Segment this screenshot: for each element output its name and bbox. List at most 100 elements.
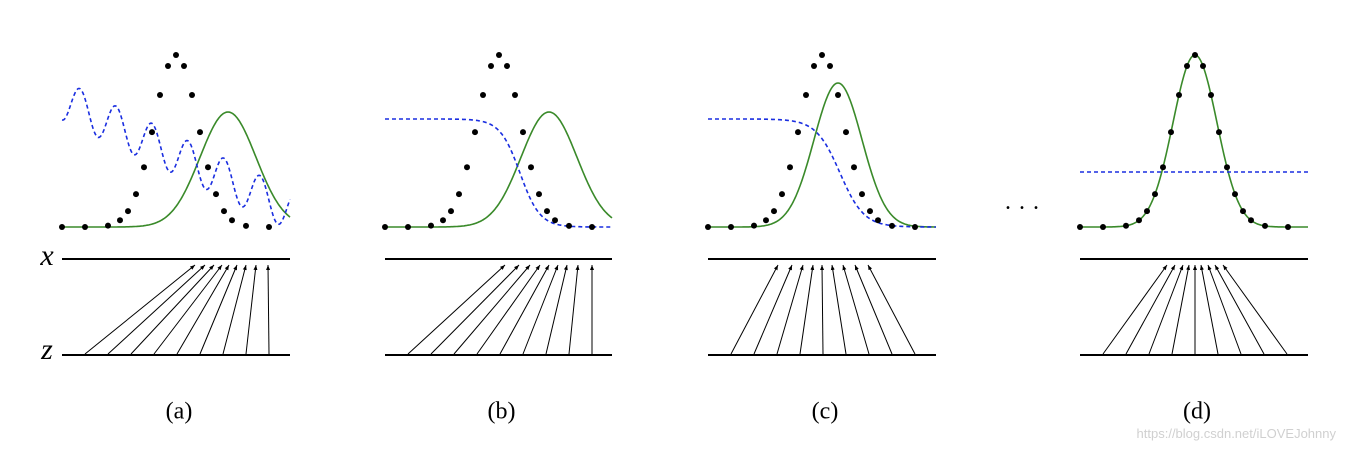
- panel-label: (d): [1183, 399, 1211, 425]
- data-point: [480, 92, 486, 98]
- data-point: [835, 92, 841, 98]
- data-point: [105, 222, 111, 229]
- data-point: [1077, 224, 1083, 230]
- discriminator-curve: [385, 118, 612, 228]
- mapping-arrow: [84, 264, 196, 355]
- data-point: [496, 52, 502, 58]
- data-point: [912, 224, 918, 230]
- data-point: [464, 164, 470, 171]
- mapping-arrow: [176, 264, 230, 355]
- watermark: https://blog.csdn.net/iLOVEJohnny: [1137, 426, 1337, 441]
- data-point: [472, 129, 478, 136]
- data-point: [221, 208, 227, 215]
- data-point: [117, 217, 123, 224]
- mapping-arrow: [1148, 264, 1184, 355]
- data-point: [520, 129, 526, 136]
- mapping-arrow: [1199, 264, 1219, 355]
- data-point: [205, 164, 211, 171]
- mapping-arrow: [776, 264, 804, 355]
- mapping-arrow: [153, 264, 223, 355]
- data-point: [875, 217, 881, 224]
- mapping-arrow: [1102, 264, 1168, 355]
- data-point: [181, 63, 187, 69]
- mapping-arrow: [430, 264, 520, 355]
- mapping-arrow: [199, 264, 238, 355]
- data-point: [189, 92, 195, 98]
- x-label: x: [39, 239, 54, 272]
- data-point: [488, 63, 494, 69]
- data-point: [1248, 217, 1254, 224]
- data-point: [440, 217, 446, 224]
- data-point: [1160, 164, 1166, 171]
- data-point: [843, 129, 849, 136]
- mapping-arrow: [130, 264, 215, 355]
- panel-label: (b): [488, 399, 516, 425]
- mapping-arrow: [453, 264, 531, 355]
- ellipsis: · · ·: [1004, 196, 1040, 222]
- data-point: [1168, 129, 1174, 136]
- data-point: [1208, 92, 1214, 98]
- data-point: [787, 164, 793, 171]
- data-point: [1240, 208, 1246, 215]
- mapping-arrow: [730, 264, 779, 355]
- data-point: [229, 217, 235, 224]
- mapping-arrow: [407, 264, 506, 355]
- data-point: [867, 208, 873, 215]
- panel: (d): [1077, 52, 1308, 425]
- generator-curve: [62, 111, 291, 228]
- mapping-arrow: [854, 264, 893, 355]
- data-point: [819, 52, 825, 58]
- panel-label: (a): [166, 399, 193, 425]
- data-point: [859, 191, 865, 198]
- mapping-arrow: [266, 264, 271, 355]
- data-point: [512, 92, 518, 98]
- mapping-arrow: [1125, 264, 1176, 355]
- data-point: [528, 164, 534, 171]
- data-point: [82, 224, 88, 230]
- data-point: [779, 191, 785, 198]
- data-point: [1184, 63, 1190, 69]
- data-point: [141, 164, 147, 171]
- mapping-arrow: [545, 264, 568, 355]
- data-point: [213, 191, 219, 198]
- mapping-arrow: [568, 264, 580, 355]
- data-point: [448, 208, 454, 215]
- panels: (a) (b) (c) (d): [59, 52, 1308, 425]
- panel-label: (c): [812, 399, 839, 425]
- data-point: [552, 217, 558, 224]
- data-point: [889, 222, 895, 229]
- mapping-arrow: [820, 264, 825, 355]
- mapping-arrow: [842, 264, 870, 355]
- z-label: z: [40, 333, 53, 366]
- data-point: [1232, 191, 1238, 198]
- mapping-arrow: [499, 264, 550, 355]
- data-point: [1192, 52, 1198, 58]
- data-point: [763, 217, 769, 224]
- mapping-arrow: [476, 264, 541, 355]
- data-point: [125, 208, 131, 215]
- data-point: [165, 63, 171, 69]
- data-point: [811, 63, 817, 69]
- panel: (a): [59, 52, 291, 425]
- panel: (b): [382, 52, 613, 425]
- mapping-arrow: [245, 264, 258, 355]
- data-point: [1176, 92, 1182, 98]
- data-point: [795, 129, 801, 136]
- data-point: [1285, 224, 1291, 230]
- mapping-arrow: [867, 264, 916, 355]
- data-point: [544, 208, 550, 215]
- data-point: [1262, 222, 1268, 229]
- mapping-arrow: [799, 264, 815, 355]
- data-point: [751, 222, 757, 229]
- data-point: [149, 129, 155, 136]
- panel: (c): [705, 52, 936, 425]
- data-point: [705, 224, 711, 230]
- data-point: [428, 222, 434, 229]
- data-point: [1144, 208, 1150, 215]
- data-point: [1224, 164, 1230, 171]
- data-point: [266, 224, 272, 230]
- data-point: [133, 191, 139, 198]
- data-point: [566, 222, 572, 229]
- data-point: [382, 224, 388, 230]
